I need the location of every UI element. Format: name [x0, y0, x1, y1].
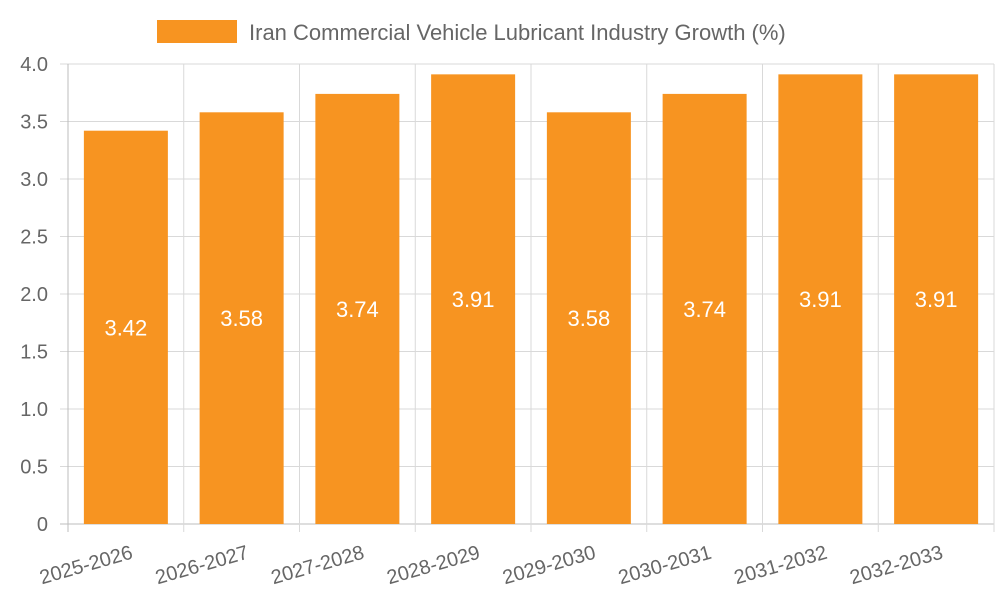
bar: [199, 112, 284, 525]
y-tick-label: 3.5: [20, 112, 48, 134]
bar: [778, 74, 863, 524]
bar: [546, 112, 631, 525]
y-tick-label: 2.0: [20, 284, 48, 306]
data-label: 3.58: [220, 306, 263, 331]
bar: [431, 74, 516, 524]
x-tick-label: 2032-2033: [847, 542, 945, 590]
x-axis: 2025-2026 2026-2027 2027-2028 2028-2029 2029…: [37, 542, 945, 590]
bar: [315, 93, 400, 525]
x-tick-label: 2028-2029: [384, 542, 482, 590]
x-tick-label: 2026-2027: [153, 542, 251, 590]
y-tick-label: 0.5: [20, 457, 48, 479]
data-label: 3.74: [683, 297, 726, 322]
legend: Iran Commercial Vehicle Lubricant Indust…: [157, 20, 786, 45]
data-label: 3.42: [104, 315, 147, 340]
y-tick-label: 2.5: [20, 227, 48, 249]
x-tick-label: 2029-2030: [500, 542, 598, 590]
y-tick-label: 1.5: [20, 342, 48, 364]
bar: [894, 74, 979, 524]
data-label: 3.91: [799, 287, 842, 312]
y-tick-label: 3.0: [20, 169, 48, 191]
data-label: 3.91: [915, 287, 958, 312]
y-tick-label: 1.0: [20, 399, 48, 421]
legend-label: Iran Commercial Vehicle Lubricant Indust…: [249, 20, 786, 45]
data-label: 3.58: [567, 306, 610, 331]
bar: [662, 93, 747, 525]
legend-swatch: [157, 20, 237, 43]
x-tick-label: 2027-2028: [269, 542, 367, 590]
data-labels: 3.42 3.58 3.74 3.91 3.58 3.74 3.91 3.91: [104, 287, 957, 340]
data-label: 3.74: [336, 297, 379, 322]
data-label: 3.91: [452, 287, 495, 312]
x-tick-label: 2025-2026: [37, 542, 135, 590]
x-tick-label: 2031-2032: [732, 542, 830, 590]
x-tick-label: 2030-2031: [616, 542, 714, 590]
bars: [83, 74, 979, 525]
bar: [83, 130, 168, 524]
y-tick-label: 0: [37, 514, 48, 536]
y-axis: 0 0.5 1.0 1.5 2.0 2.5 3.0 3.5 4.0: [20, 54, 48, 536]
y-tick-label: 4.0: [20, 54, 48, 76]
